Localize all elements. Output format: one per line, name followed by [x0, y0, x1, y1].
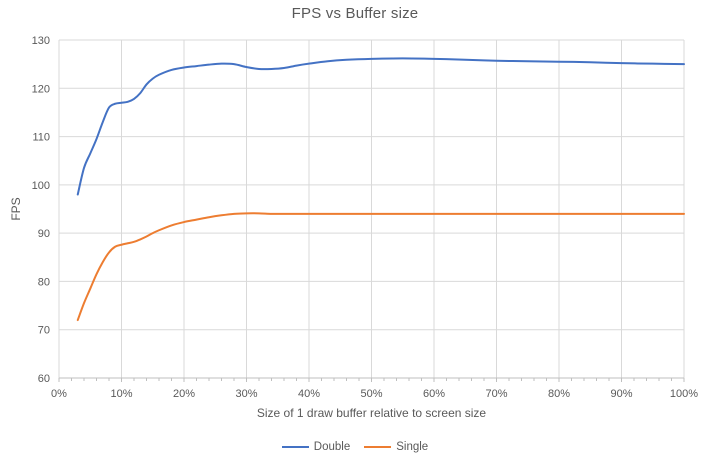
legend-item-single[interactable]: Single — [364, 441, 428, 453]
x-tick-label: 0% — [51, 388, 67, 400]
x-tick-label: 80% — [548, 388, 570, 400]
x-tick-label: 90% — [610, 388, 632, 400]
x-tick-label: 50% — [360, 388, 382, 400]
series-line-double[interactable] — [76, 57, 685, 196]
x-axis-title: Size of 1 draw buffer relative to screen… — [256, 406, 487, 420]
x-tick-label: 100% — [670, 388, 698, 400]
legend-swatch-double — [281, 446, 309, 448]
x-tick-label: 20% — [173, 388, 195, 400]
y-tick-label: 60 — [38, 373, 50, 385]
y-tick-label: 70 — [38, 325, 50, 337]
y-tick-label: 90 — [38, 228, 50, 240]
legend: Double Single — [0, 441, 710, 453]
x-tick-label: 30% — [235, 388, 257, 400]
legend-swatch-single — [364, 446, 392, 448]
y-axis-title: FPS — [9, 197, 23, 221]
legend-label-double: Double — [313, 441, 351, 453]
x-tick-label: 40% — [298, 388, 320, 400]
chart-title: FPS vs Buffer size — [291, 5, 419, 22]
legend-label-single: Single — [396, 441, 429, 453]
y-tick-label: 100 — [32, 180, 50, 192]
y-tick-label: 80 — [38, 276, 50, 288]
y-tick-label: 110 — [32, 132, 50, 144]
x-tick-label: 70% — [485, 388, 507, 400]
y-tick-label: 120 — [32, 83, 50, 95]
x-tick-label: 10% — [110, 388, 132, 400]
series-line-single[interactable] — [76, 212, 685, 322]
y-tick-label: 130 — [32, 35, 50, 47]
x-tick-label: 60% — [423, 388, 445, 400]
legend-item-double[interactable]: Double — [281, 441, 351, 453]
